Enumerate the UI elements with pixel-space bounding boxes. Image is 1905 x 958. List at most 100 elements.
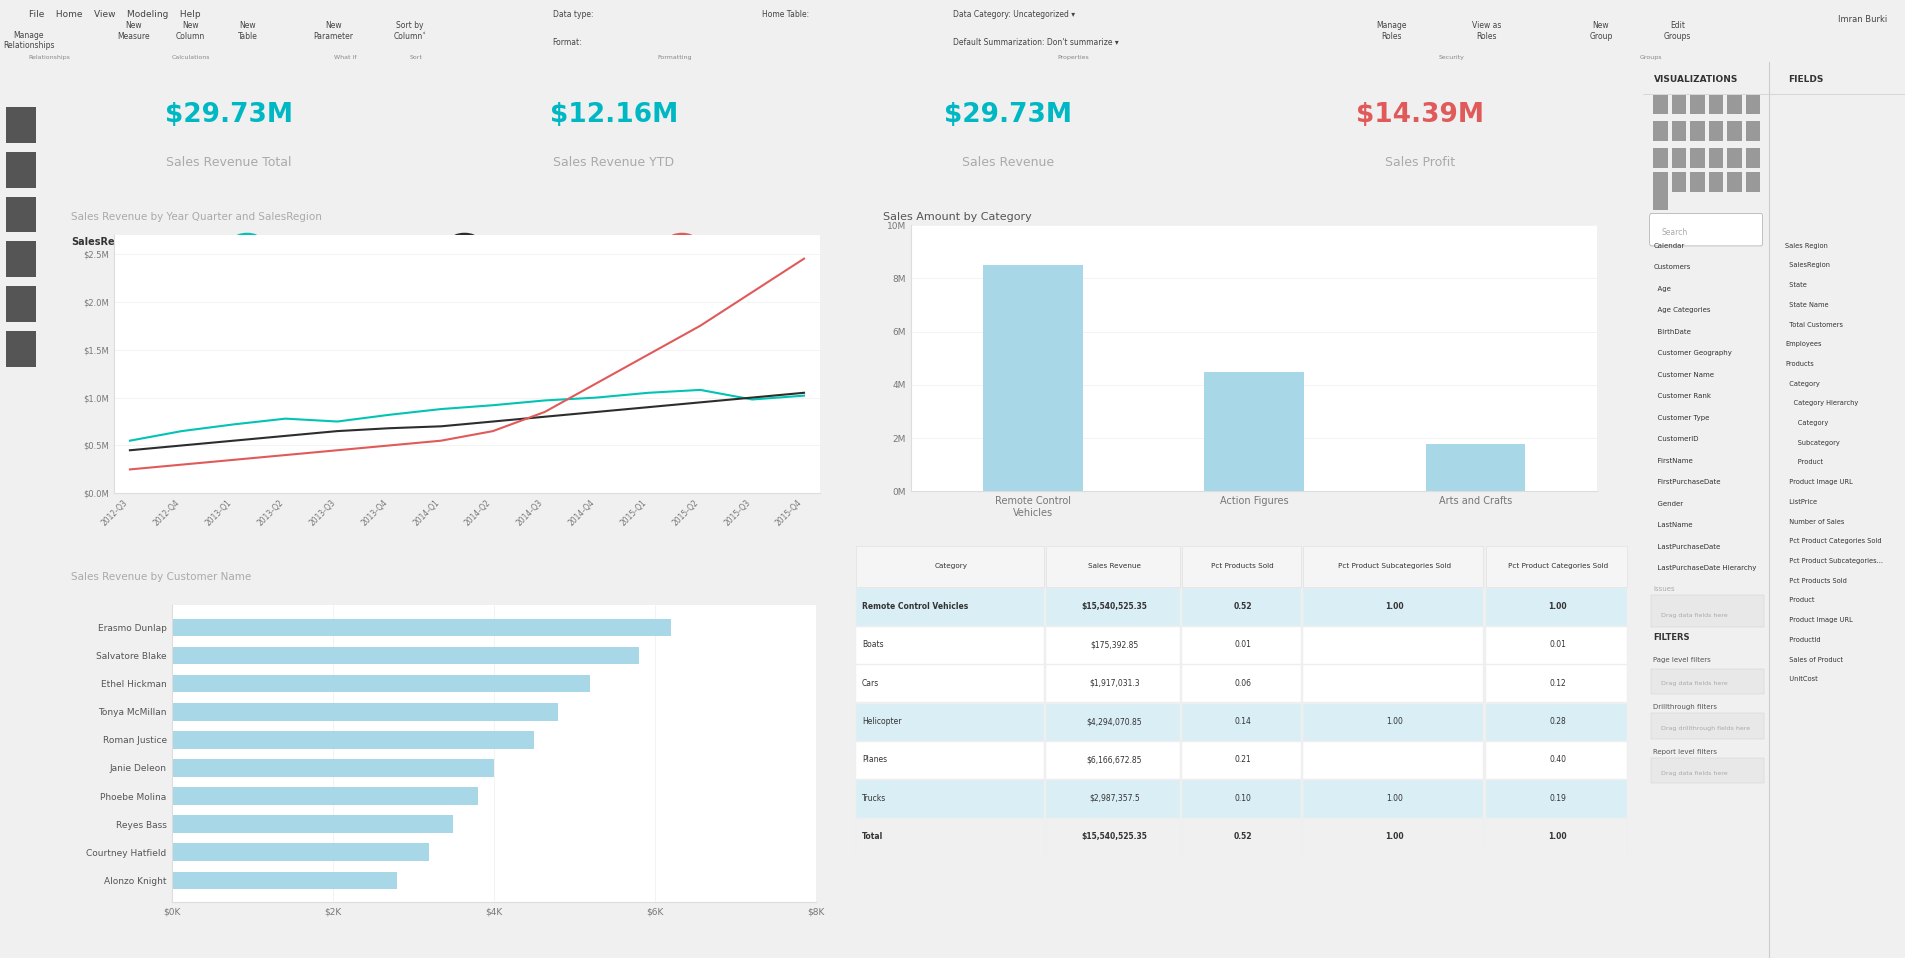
Bar [855, 665, 1044, 702]
Text: 1.00: 1.00 [1385, 833, 1402, 841]
Text: Sales Revenue Total: Sales Revenue Total [166, 156, 291, 170]
Text: Properties: Properties [1057, 56, 1090, 60]
Text: FirstPurchaseDate: FirstPurchaseDate [1654, 479, 1720, 485]
Text: Product: Product [1785, 460, 1821, 466]
Text: State: State [1785, 282, 1806, 288]
Bar [171, 787, 478, 805]
Bar [1745, 148, 1758, 168]
Bar [1650, 758, 1762, 784]
Bar [1707, 172, 1722, 193]
Bar [855, 588, 1044, 626]
Text: Subcategory: Subcategory [1785, 440, 1838, 445]
Text: Pct Product Categories Sold: Pct Product Categories Sold [1507, 563, 1608, 569]
Bar [1486, 819, 1627, 855]
Text: 0.40: 0.40 [1549, 756, 1566, 764]
Bar [1486, 703, 1627, 741]
Bar [1690, 148, 1703, 168]
Text: Issues: Issues [1654, 585, 1674, 592]
Circle shape [234, 234, 259, 245]
Text: New
Column: New Column [175, 21, 206, 41]
Text: 0.12: 0.12 [1549, 678, 1566, 688]
Text: $15,540,525.35: $15,540,525.35 [1080, 833, 1147, 841]
Bar [1726, 172, 1741, 193]
Text: Product Image URL: Product Image URL [1785, 617, 1852, 623]
Bar [1486, 588, 1627, 626]
Text: Sales Revenue: Sales Revenue [962, 156, 1053, 170]
Bar [1046, 781, 1179, 817]
Text: Cars: Cars [861, 678, 878, 688]
Text: Page level filters: Page level filters [1654, 657, 1711, 663]
FancyBboxPatch shape [1648, 214, 1762, 246]
Text: New
Parameter: New Parameter [314, 21, 352, 41]
Text: Western Region: Western Region [699, 238, 772, 246]
Bar [1671, 172, 1686, 193]
Text: Drag data fields here: Drag data fields here [1661, 771, 1728, 776]
Bar [1707, 148, 1722, 168]
Text: $4,294,070.85: $4,294,070.85 [1086, 717, 1141, 726]
Bar [855, 627, 1044, 664]
Bar [1707, 122, 1722, 141]
Bar [1745, 122, 1758, 141]
Bar [1303, 781, 1482, 817]
Bar [1671, 122, 1686, 141]
Bar [1181, 627, 1299, 664]
Text: Sort by
Column˂: Sort by Column˂ [392, 21, 427, 41]
Bar [1181, 781, 1299, 817]
Bar [171, 675, 591, 693]
Text: Manage
Relationships: Manage Relationships [2, 31, 55, 50]
Text: $2,987,357.5: $2,987,357.5 [1088, 794, 1139, 803]
Text: Gender: Gender [1654, 501, 1682, 507]
Bar [1303, 665, 1482, 702]
Bar [1303, 703, 1482, 741]
Bar [171, 815, 453, 833]
Text: Data Category: Uncategorized ▾: Data Category: Uncategorized ▾ [952, 11, 1074, 19]
Bar [6, 152, 36, 188]
Text: Formatting: Formatting [657, 56, 692, 60]
Text: Category: Category [1785, 380, 1819, 387]
Bar [1181, 546, 1299, 587]
Text: BirthDate: BirthDate [1654, 329, 1690, 334]
Text: 0.14: 0.14 [1234, 717, 1250, 726]
Text: 1.00: 1.00 [1385, 717, 1402, 726]
Text: Product Image URL: Product Image URL [1785, 479, 1852, 485]
Circle shape [451, 234, 476, 245]
Text: Groups: Groups [1638, 56, 1661, 60]
Bar [1303, 741, 1482, 779]
Bar [1303, 546, 1482, 587]
Text: Total: Total [861, 833, 882, 841]
Text: 0.10: 0.10 [1234, 794, 1250, 803]
Bar [1726, 95, 1741, 114]
Bar [855, 819, 1044, 855]
Text: VISUALIZATIONS: VISUALIZATIONS [1654, 75, 1737, 84]
Text: Pct Product Subcategories Sold: Pct Product Subcategories Sold [1337, 563, 1450, 569]
Text: What If: What If [333, 56, 356, 60]
Text: LastPurchaseDate: LastPurchaseDate [1654, 543, 1720, 550]
Text: Drag data fields here: Drag data fields here [1661, 681, 1728, 686]
Text: 0.06: 0.06 [1234, 678, 1250, 688]
Text: Data type:: Data type: [552, 11, 592, 19]
Text: Pct Product Subcategories...: Pct Product Subcategories... [1785, 558, 1882, 564]
Text: FILTERS: FILTERS [1654, 633, 1690, 642]
Text: Category: Category [1785, 420, 1827, 426]
Text: Sales Revenue by Year Quarter and SalesRegion: Sales Revenue by Year Quarter and SalesR… [70, 212, 322, 222]
Text: Home Table:: Home Table: [762, 11, 810, 19]
Text: 0.01: 0.01 [1234, 640, 1250, 650]
Text: Default Summarization: Don't summarize ▾: Default Summarization: Don't summarize ▾ [952, 37, 1118, 47]
Text: Pct Product Categories Sold: Pct Product Categories Sold [1785, 538, 1880, 544]
Bar [6, 331, 36, 367]
Text: Category Hierarchy: Category Hierarchy [1785, 400, 1857, 406]
Text: Customer Geography: Customer Geography [1654, 351, 1732, 356]
Text: 1.00: 1.00 [1547, 833, 1566, 841]
Bar [171, 647, 638, 665]
Text: 0.01: 0.01 [1549, 640, 1566, 650]
Bar [6, 196, 36, 233]
Bar [1654, 95, 1667, 114]
Bar [1181, 703, 1299, 741]
Bar [1650, 595, 1762, 627]
Bar [1181, 588, 1299, 626]
Text: Employees: Employees [1785, 341, 1821, 347]
Text: Age: Age [1654, 285, 1671, 291]
Bar [171, 703, 558, 720]
Text: Security: Security [1438, 56, 1465, 60]
Bar [1690, 95, 1703, 114]
